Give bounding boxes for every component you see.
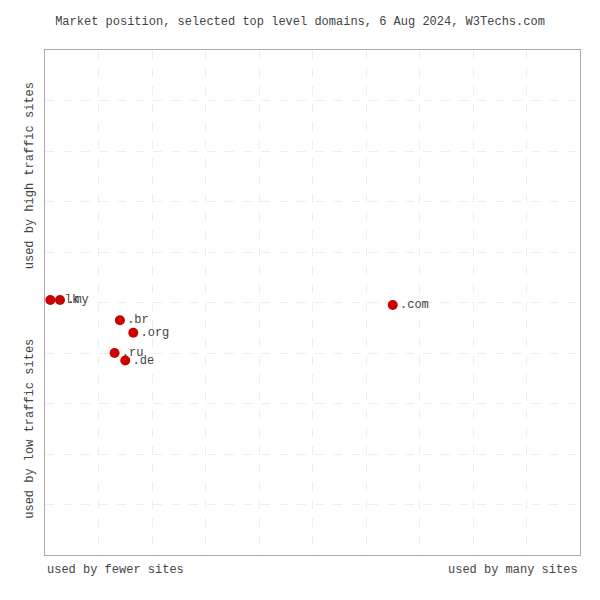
svg-text:Market position, selected top: Market position, selected top level doma… <box>55 15 545 29</box>
svg-text:.ru: .ru <box>122 346 144 360</box>
svg-text:.org: .org <box>141 326 170 340</box>
svg-text:.de: .de <box>133 354 155 368</box>
svg-text:used by many sites: used by many sites <box>448 563 578 577</box>
svg-text:used by high traffic sites: used by high traffic sites <box>23 82 37 269</box>
svg-text:used by low traffic sites: used by low traffic sites <box>23 339 37 519</box>
svg-text:.lk: .lk <box>58 293 80 307</box>
svg-text:.my: .my <box>67 293 89 307</box>
svg-text:.com: .com <box>400 298 429 312</box>
svg-text:used by fewer sites: used by fewer sites <box>47 563 184 577</box>
svg-text:.br: .br <box>127 313 149 327</box>
